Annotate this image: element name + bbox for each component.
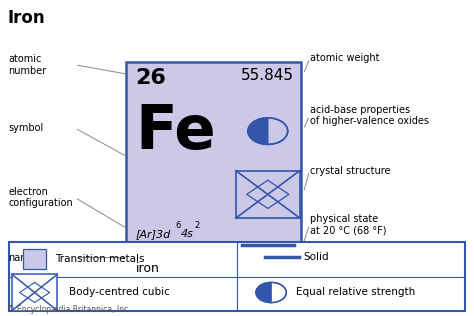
Text: © Encyclopædia Britannica, Inc.: © Encyclopædia Britannica, Inc. xyxy=(7,306,131,314)
Text: 55.845: 55.845 xyxy=(241,68,294,83)
Bar xyxy=(9,242,465,311)
Bar xyxy=(236,171,300,218)
Text: atomic
number: atomic number xyxy=(9,54,47,76)
Text: electron
configuration: electron configuration xyxy=(9,187,73,208)
Text: Transition metals: Transition metals xyxy=(55,254,145,264)
Text: Iron: Iron xyxy=(7,9,45,27)
Text: name: name xyxy=(9,252,36,263)
Text: 4s: 4s xyxy=(181,229,193,239)
Text: crystal structure: crystal structure xyxy=(310,166,391,176)
Text: Equal relative strength: Equal relative strength xyxy=(296,288,415,297)
Bar xyxy=(23,249,46,269)
Wedge shape xyxy=(271,283,286,303)
Text: Body-centred cubic: Body-centred cubic xyxy=(69,288,170,297)
Text: 26: 26 xyxy=(135,68,166,88)
Text: Fe: Fe xyxy=(135,103,216,162)
Text: physical state
at 20 °C (68 °F): physical state at 20 °C (68 °F) xyxy=(310,214,387,235)
Text: symbol: symbol xyxy=(9,123,44,133)
Bar xyxy=(126,62,301,289)
Text: atomic weight: atomic weight xyxy=(310,53,380,64)
Text: [Ar]3d: [Ar]3d xyxy=(136,229,171,239)
Text: 6: 6 xyxy=(175,221,180,229)
Wedge shape xyxy=(248,118,268,144)
Text: 2: 2 xyxy=(195,221,200,229)
Bar xyxy=(12,274,57,311)
Text: Solid: Solid xyxy=(303,252,329,262)
Text: acid-base properties
of higher-valence oxides: acid-base properties of higher-valence o… xyxy=(310,105,429,126)
Text: iron: iron xyxy=(136,262,160,275)
Wedge shape xyxy=(256,283,271,303)
Wedge shape xyxy=(268,118,288,144)
